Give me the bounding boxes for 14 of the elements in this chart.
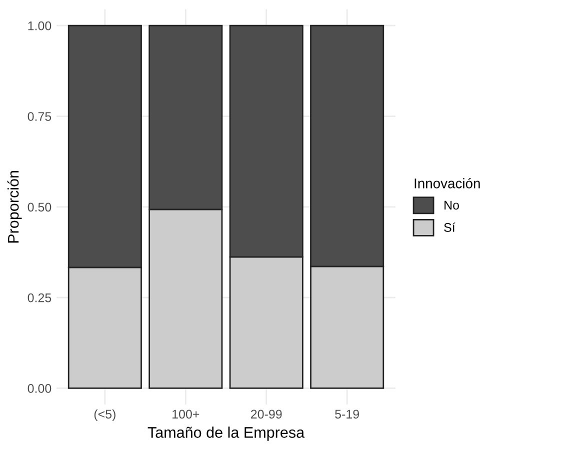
y-tick-label: 0.25 — [28, 293, 52, 302]
y-axis-title: Proporción — [7, 170, 22, 243]
x-tick-label: 100+ — [172, 410, 200, 419]
x-axis-title: Tamaño de la Empresa — [148, 426, 305, 441]
y-tick-label: 0.00 — [28, 384, 52, 393]
x-tick-label: (<5) — [94, 409, 116, 422]
x-tick-label: 20-99 — [251, 410, 282, 419]
x-tick-label: 5-19 — [335, 410, 359, 419]
y-tick-label: 0.50 — [28, 202, 52, 212]
legend-label: No — [444, 200, 459, 210]
y-tick-label: 1.00 — [28, 21, 52, 30]
legend-title: Innovación — [414, 178, 480, 188]
y-tick-label: 0.75 — [28, 112, 52, 121]
legend-label: Sí — [444, 222, 456, 232]
